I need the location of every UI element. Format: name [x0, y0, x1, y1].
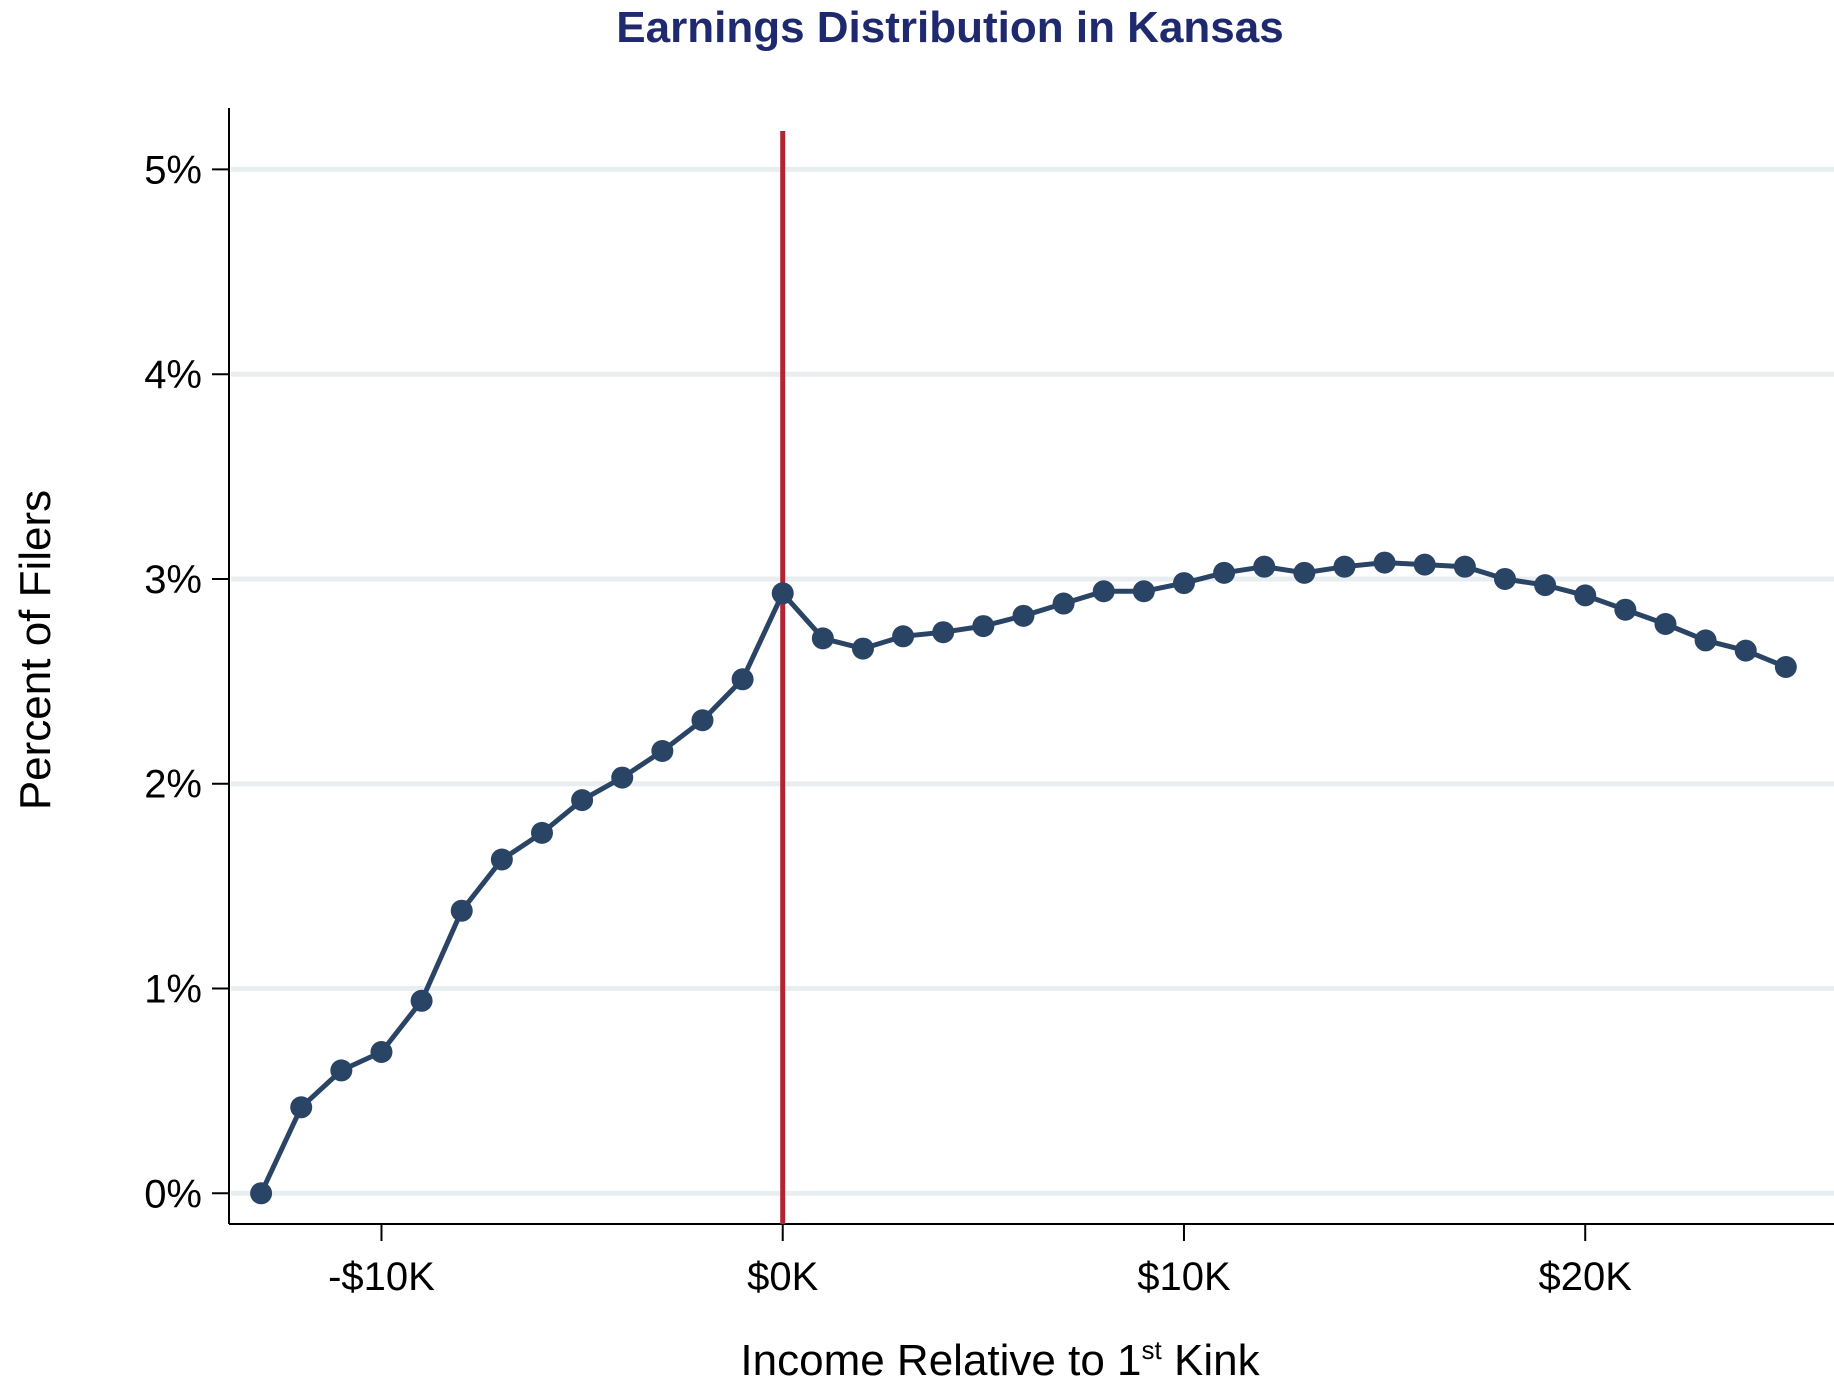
- x-tick-label: $0K: [747, 1255, 818, 1299]
- data-point: [290, 1096, 313, 1119]
- data-point: [1253, 555, 1276, 578]
- x-axis-title-main: Income Relative to 1: [740, 1336, 1141, 1380]
- data-point: [1654, 613, 1677, 636]
- data-point: [1534, 574, 1557, 597]
- grid-lines: [231, 166, 1834, 1196]
- data-point: [370, 1040, 393, 1063]
- data-point: [932, 621, 955, 644]
- y-tick-label: 0%: [144, 1172, 202, 1216]
- data-point: [1413, 553, 1436, 576]
- data-point: [691, 709, 714, 732]
- x-axis-title-superscript: st: [1142, 1335, 1163, 1365]
- data-point: [1172, 572, 1195, 595]
- data-point: [1774, 656, 1797, 679]
- data-point: [651, 739, 674, 762]
- chart-title: Earnings Distribution in Kansas: [616, 3, 1283, 52]
- data-point: [1052, 592, 1075, 615]
- y-tick-label: 5%: [144, 148, 202, 192]
- data-point: [1012, 604, 1035, 627]
- data-point: [1293, 561, 1316, 584]
- data-point: [1373, 551, 1396, 574]
- series-line: [258, 560, 1787, 1195]
- data-point: [1333, 555, 1356, 578]
- x-tick-label: $10K: [1137, 1255, 1231, 1299]
- y-tick-label: 3%: [144, 558, 202, 602]
- data-point: [571, 789, 594, 812]
- data-point: [811, 627, 834, 650]
- data-point: [851, 637, 874, 660]
- data-point: [611, 766, 634, 789]
- data-point: [972, 615, 995, 638]
- data-point: [450, 899, 473, 922]
- data-point: [1092, 580, 1115, 603]
- y-tick-label: 1%: [144, 968, 202, 1012]
- y-tick-label: 4%: [144, 353, 202, 397]
- data-point: [1574, 584, 1597, 607]
- data-point: [410, 989, 433, 1012]
- data-point: [1694, 629, 1717, 652]
- x-axis-ticks: -$10K $0K $10K $20K: [328, 1224, 1632, 1299]
- data-point: [490, 848, 513, 871]
- data-point: [1453, 555, 1476, 578]
- data-point: [1213, 561, 1236, 584]
- data-point: [250, 1182, 273, 1205]
- y-tick-label: 2%: [144, 763, 202, 807]
- axes: [228, 108, 1834, 1225]
- x-axis-title-suffix: Kink: [1162, 1336, 1261, 1380]
- data-point: [330, 1059, 353, 1082]
- data-point: [1493, 567, 1516, 590]
- y-axis-ticks: 0% 1% 2% 3% 4% 5%: [144, 148, 229, 1216]
- y-axis-title: Percent of Filers: [11, 490, 60, 810]
- data-point: [1614, 598, 1637, 621]
- data-point: [892, 625, 915, 648]
- x-tick-label: $20K: [1539, 1255, 1633, 1299]
- data-point: [731, 668, 754, 691]
- data-point: [1132, 580, 1155, 603]
- x-tick-label: -$10K: [328, 1255, 435, 1299]
- series-group: [250, 551, 1797, 1205]
- data-point: [1734, 639, 1757, 662]
- data-point: [771, 582, 794, 605]
- x-axis-title: Income Relative to 1st Kink: [740, 1335, 1260, 1380]
- data-point: [530, 821, 553, 844]
